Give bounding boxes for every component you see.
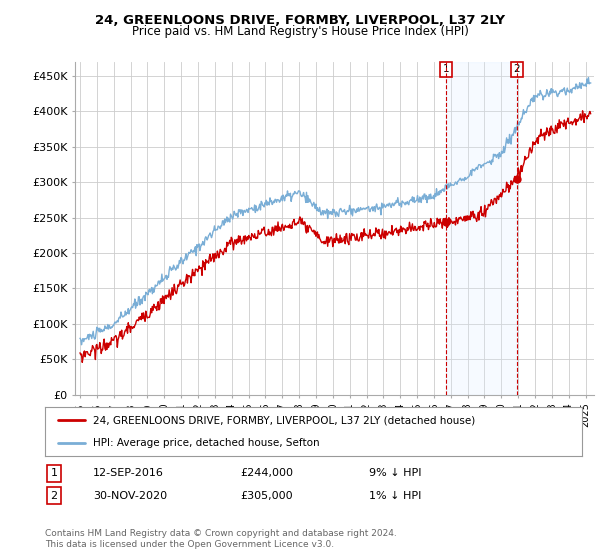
Text: Price paid vs. HM Land Registry's House Price Index (HPI): Price paid vs. HM Land Registry's House …: [131, 25, 469, 38]
Text: 24, GREENLOONS DRIVE, FORMBY, LIVERPOOL, L37 2LY: 24, GREENLOONS DRIVE, FORMBY, LIVERPOOL,…: [95, 14, 505, 27]
Bar: [446, 62, 517, 395]
Text: HPI: Average price, detached house, Sefton: HPI: Average price, detached house, Seft…: [94, 438, 320, 448]
Text: 1: 1: [50, 468, 58, 478]
Text: 1: 1: [443, 64, 449, 74]
Text: 30-NOV-2020: 30-NOV-2020: [93, 491, 167, 501]
Text: 2: 2: [514, 64, 520, 74]
Text: 9% ↓ HPI: 9% ↓ HPI: [369, 468, 421, 478]
Text: £305,000: £305,000: [240, 491, 293, 501]
Text: 24, GREENLOONS DRIVE, FORMBY, LIVERPOOL, L37 2LY (detached house): 24, GREENLOONS DRIVE, FORMBY, LIVERPOOL,…: [94, 416, 476, 426]
Text: 1% ↓ HPI: 1% ↓ HPI: [369, 491, 421, 501]
Text: Contains HM Land Registry data © Crown copyright and database right 2024.
This d: Contains HM Land Registry data © Crown c…: [45, 529, 397, 549]
Text: 2: 2: [50, 491, 58, 501]
Text: 12-SEP-2016: 12-SEP-2016: [93, 468, 164, 478]
Text: £244,000: £244,000: [240, 468, 293, 478]
